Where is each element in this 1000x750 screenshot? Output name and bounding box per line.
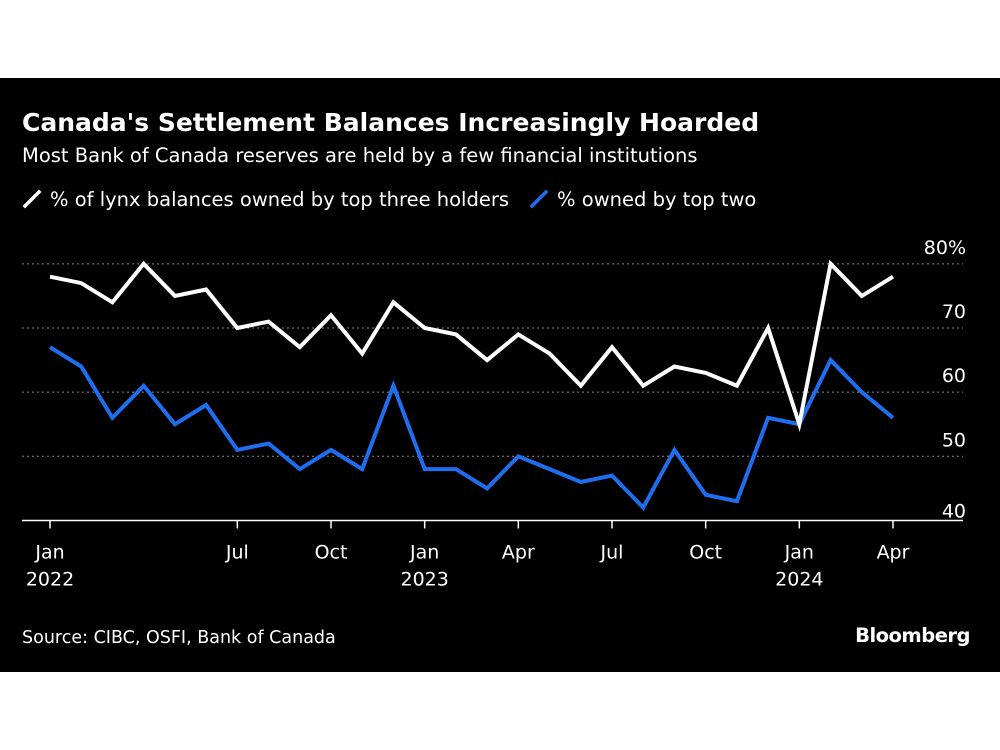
- legend-item-top-two: % owned by top two: [529, 188, 756, 211]
- line-chart: 80% 70 60 50 40 Jan 2022 Jul Oct Jan 2023 Apr Jul Oc…: [22, 237, 966, 590]
- source-note: Source: CIBC, OSFI, Bank of Canada: [22, 628, 336, 648]
- chart-subtitle: Most Bank of Canada reserves are held by…: [22, 144, 698, 167]
- chart-title: Canada's Settlement Balances Increasingl…: [22, 108, 760, 137]
- series-lines: [48, 259, 895, 511]
- legend-label-top-three: % of lynx balances owned by top three ho…: [50, 187, 510, 211]
- x-tick-label: Apr: [877, 541, 910, 563]
- x-tick-label: Jan: [34, 541, 64, 563]
- x-tick-label: Jan: [409, 541, 439, 563]
- x-tick-year-label: 2022: [26, 568, 74, 590]
- x-tick-label: Jan: [784, 541, 814, 563]
- legend-label-top-two: % owned by top two: [557, 187, 757, 211]
- bloomberg-logo: Bloomberg: [855, 624, 970, 647]
- series-line-top-two: [48, 345, 895, 511]
- x-tick-year-label: 2023: [400, 568, 448, 590]
- y-tick-label: 60: [942, 365, 966, 387]
- y-tick-label: 70: [942, 301, 966, 323]
- legend-item-top-three: % of lynx balances owned by top three ho…: [22, 188, 509, 211]
- legend: % of lynx balances owned by top three ho…: [22, 186, 776, 212]
- x-axis: [22, 519, 963, 529]
- gridlines: [22, 263, 963, 457]
- x-tick-label: Oct: [689, 541, 722, 563]
- y-tick-labels: 80% 70 60 50 40: [924, 237, 966, 523]
- x-tick-label: Jul: [600, 541, 624, 563]
- y-tick-label: 80%: [924, 237, 966, 259]
- y-tick-label: 50: [942, 429, 966, 451]
- x-tick-year-label: 2024: [775, 568, 823, 590]
- legend-line-icon-blue: [529, 189, 549, 209]
- x-tick-labels: Jan 2022 Jul Oct Jan 2023 Apr Jul Oct Jan 2024 Apr: [26, 541, 910, 590]
- legend-line-icon-white: [22, 189, 42, 209]
- chart-panel: Canada's Settlement Balances Increasingl…: [0, 78, 1000, 672]
- y-tick-label: 40: [942, 500, 966, 522]
- x-tick-label: Apr: [502, 541, 535, 563]
- x-tick-label: Oct: [315, 541, 348, 563]
- x-tick-label: Jul: [225, 541, 249, 563]
- series-line-top-three: [49, 259, 895, 433]
